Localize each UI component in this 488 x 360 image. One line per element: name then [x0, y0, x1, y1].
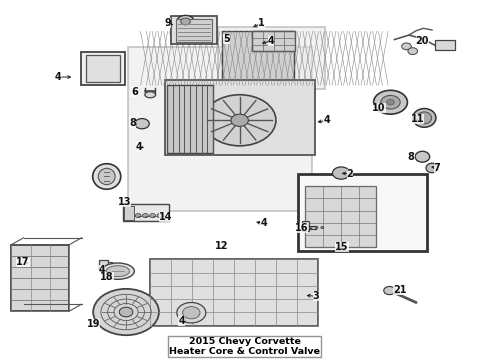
Text: 4: 4 [98, 265, 105, 275]
Ellipse shape [416, 112, 431, 124]
Ellipse shape [106, 266, 129, 276]
Text: 9: 9 [164, 18, 171, 27]
Circle shape [157, 213, 163, 218]
Text: 1: 1 [258, 18, 264, 28]
Bar [435, 40, 454, 50]
Bar [297, 174, 427, 251]
Ellipse shape [412, 108, 435, 127]
Text: 2015 Chevy Corvette
Heater Core & Control Valve: 2015 Chevy Corvette Heater Core & Contro… [169, 337, 319, 356]
Bar [251, 31, 295, 51]
Text: 11: 11 [410, 114, 424, 124]
Text: 6: 6 [131, 87, 137, 97]
Text: 4: 4 [267, 36, 274, 46]
Bar [86, 55, 120, 82]
Circle shape [135, 213, 141, 218]
Text: 8: 8 [129, 118, 136, 128]
Bar [301, 221, 308, 231]
Text: 10: 10 [371, 103, 385, 113]
Circle shape [203, 95, 275, 146]
Text: 3: 3 [312, 291, 319, 301]
Bar [176, 19, 212, 42]
Text: 4: 4 [260, 219, 266, 229]
Bar [167, 85, 213, 153]
Text: 2: 2 [346, 169, 352, 179]
Circle shape [314, 226, 317, 229]
Ellipse shape [414, 151, 429, 162]
Circle shape [142, 213, 148, 218]
Text: 15: 15 [335, 242, 348, 252]
Circle shape [177, 15, 194, 28]
Bar [11, 244, 69, 311]
Bar [171, 17, 217, 44]
Bar [99, 260, 108, 270]
Circle shape [373, 90, 407, 114]
Bar [123, 206, 134, 220]
Text: 21: 21 [393, 284, 406, 294]
Bar [122, 204, 168, 221]
Text: 4: 4 [323, 115, 329, 125]
Text: 16: 16 [294, 223, 307, 233]
Text: 4: 4 [136, 141, 142, 152]
Text: 4: 4 [178, 316, 184, 326]
Circle shape [386, 99, 393, 105]
Ellipse shape [93, 164, 121, 189]
Circle shape [383, 287, 394, 295]
Bar [218, 27, 325, 89]
Circle shape [407, 48, 417, 55]
Text: 12: 12 [214, 241, 227, 251]
Text: 4: 4 [55, 72, 61, 82]
Bar [127, 47, 311, 211]
Circle shape [93, 289, 159, 335]
Circle shape [401, 43, 410, 50]
Text: 17: 17 [16, 257, 30, 267]
Circle shape [149, 213, 155, 218]
Ellipse shape [98, 168, 115, 185]
Ellipse shape [144, 92, 155, 98]
Text: 8: 8 [407, 152, 414, 162]
Circle shape [135, 118, 149, 129]
Circle shape [230, 114, 248, 126]
Text: 18: 18 [100, 272, 113, 282]
Text: 14: 14 [159, 212, 173, 222]
Circle shape [332, 167, 349, 179]
Ellipse shape [425, 163, 437, 173]
Circle shape [182, 307, 200, 319]
Circle shape [320, 226, 323, 229]
Text: 13: 13 [118, 197, 131, 207]
Circle shape [119, 307, 133, 317]
Text: 19: 19 [87, 319, 100, 329]
Ellipse shape [101, 263, 134, 279]
Circle shape [180, 18, 190, 25]
Bar [81, 52, 124, 85]
Text: 7: 7 [433, 163, 439, 173]
Bar [305, 186, 376, 247]
Bar [222, 31, 294, 85]
Circle shape [177, 302, 205, 323]
Text: 20: 20 [415, 36, 428, 46]
Circle shape [380, 95, 399, 109]
Circle shape [308, 226, 311, 229]
Bar [150, 259, 318, 326]
Bar [164, 80, 314, 156]
Text: 5: 5 [223, 33, 229, 44]
